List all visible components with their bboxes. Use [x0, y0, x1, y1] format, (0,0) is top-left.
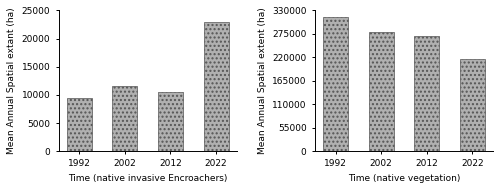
- Bar: [204, 22, 229, 151]
- X-axis label: Time (native invasive Encroachers): Time (native invasive Encroachers): [68, 174, 228, 183]
- Bar: [66, 98, 92, 151]
- Bar: [460, 59, 485, 151]
- Bar: [158, 92, 183, 151]
- Bar: [323, 17, 348, 151]
- X-axis label: Time (native vegetation): Time (native vegetation): [348, 174, 460, 183]
- Bar: [368, 32, 394, 151]
- Bar: [112, 86, 138, 151]
- Bar: [414, 36, 440, 151]
- Y-axis label: Mean Annual Spatial extant (ha): Mean Annual Spatial extant (ha): [7, 7, 16, 154]
- Y-axis label: Mean Annual Spatial extent (ha): Mean Annual Spatial extent (ha): [258, 7, 266, 154]
